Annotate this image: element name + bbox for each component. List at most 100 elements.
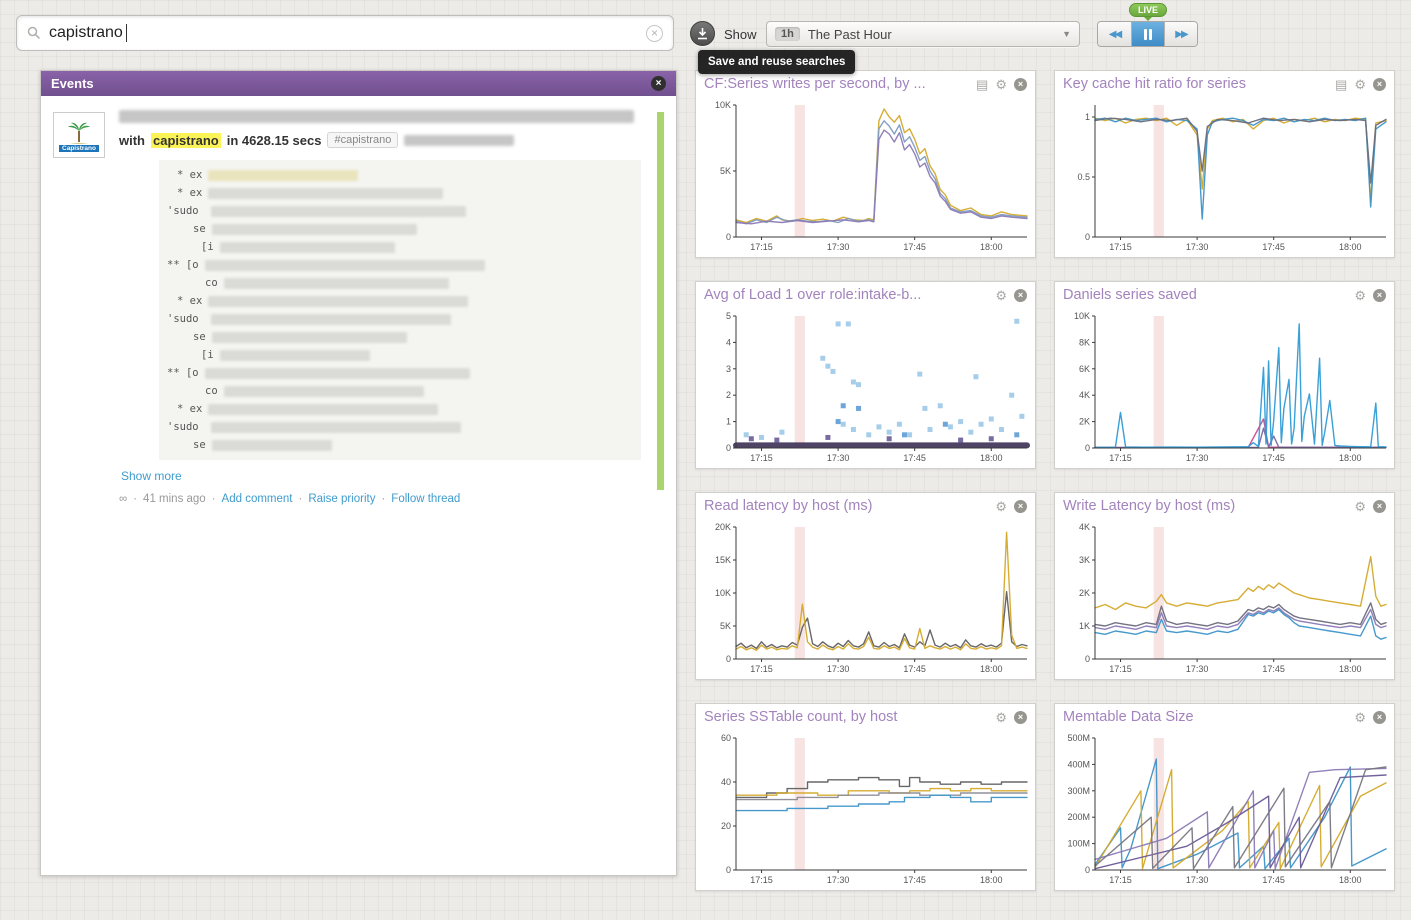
svg-text:17:30: 17:30: [1186, 875, 1209, 885]
svg-text:17:30: 17:30: [1186, 453, 1209, 463]
close-icon[interactable]: ×: [1373, 710, 1386, 724]
show-more-link[interactable]: Show more: [121, 469, 182, 483]
raise-priority-link[interactable]: Raise priority: [308, 493, 376, 505]
svg-text:5K: 5K: [720, 166, 731, 176]
gear-icon[interactable]: ⚙: [995, 709, 1007, 725]
search-input[interactable]: capistrano: [49, 24, 123, 41]
svg-text:0: 0: [726, 232, 731, 242]
svg-text:17:45: 17:45: [1262, 875, 1285, 885]
code-line: 'sudo: [167, 418, 633, 436]
svg-text:200M: 200M: [1067, 812, 1090, 822]
svg-text:18:00: 18:00: [980, 242, 1003, 252]
chart-tile: Memtable Data Size ⚙ × 0 100M 200M 300M 400M…: [1054, 703, 1395, 891]
svg-text:10K: 10K: [1074, 311, 1090, 321]
svg-text:18:00: 18:00: [1339, 875, 1362, 885]
svg-text:20K: 20K: [715, 522, 731, 532]
code-line: se: [167, 220, 633, 238]
chart-tile-header: Avg of Load 1 over role:intake-b... ⚙ ×: [696, 282, 1035, 308]
svg-text:17:45: 17:45: [903, 664, 926, 674]
pause-icon: [1144, 28, 1152, 40]
svg-text:5K: 5K: [720, 621, 731, 631]
svg-text:17:15: 17:15: [1109, 242, 1132, 252]
search-icon: [27, 26, 41, 40]
event-tag[interactable]: #capistrano: [327, 132, 399, 148]
event-body: with capistrano in 4628.15 secs #capistr…: [119, 110, 646, 505]
text-cursor: [125, 24, 127, 42]
redacted-headline-extra: [404, 134, 515, 146]
list-icon[interactable]: ▤: [1335, 76, 1348, 92]
svg-text:17:30: 17:30: [1186, 242, 1209, 252]
svg-text:60: 60: [721, 733, 731, 743]
gear-icon[interactable]: ⚙: [1354, 498, 1366, 514]
event-headline: with capistrano in 4628.15 secs #capistr…: [119, 132, 646, 148]
code-line: co: [167, 382, 633, 400]
chart-tile: CF:Series writes per second, by ... ▤ ⚙ …: [695, 70, 1036, 258]
forward-button[interactable]: ▶▶: [1164, 22, 1197, 46]
svg-text:1: 1: [1085, 112, 1090, 122]
svg-text:17:15: 17:15: [750, 875, 773, 885]
svg-text:300M: 300M: [1067, 786, 1090, 796]
close-icon[interactable]: ×: [1014, 499, 1027, 513]
events-close-icon[interactable]: ×: [651, 76, 666, 91]
code-line: * ex: [167, 166, 633, 184]
gear-icon[interactable]: ⚙: [1354, 287, 1366, 303]
clear-search-icon[interactable]: ×: [646, 24, 663, 42]
code-line: 'sudo: [167, 202, 633, 220]
save-tooltip: Save and reuse searches: [698, 50, 856, 74]
code-line: ** [o: [167, 364, 633, 382]
list-icon[interactable]: ▤: [976, 76, 989, 92]
chart-tile: Avg of Load 1 over role:intake-b... ⚙ × …: [695, 281, 1036, 469]
gear-icon[interactable]: ⚙: [995, 76, 1007, 92]
live-badge: LIVE: [1129, 3, 1168, 21]
svg-text:17:30: 17:30: [827, 242, 850, 252]
svg-text:2: 2: [726, 390, 731, 400]
follow-thread-link[interactable]: Follow thread: [391, 493, 461, 505]
svg-text:18:00: 18:00: [980, 664, 1003, 674]
code-line: 'sudo: [167, 310, 633, 328]
search-box[interactable]: capistrano ×: [16, 15, 674, 51]
svg-text:17:45: 17:45: [903, 453, 926, 463]
close-icon[interactable]: ×: [1373, 77, 1386, 91]
code-line: ** [o: [167, 256, 633, 274]
gear-icon[interactable]: ⚙: [1354, 76, 1366, 92]
svg-text:100M: 100M: [1067, 839, 1090, 849]
svg-text:17:30: 17:30: [827, 664, 850, 674]
svg-text:2K: 2K: [1079, 588, 1090, 598]
timeframe-select[interactable]: 1h The Past Hour ▼: [766, 21, 1080, 47]
chart-grid: CF:Series writes per second, by ... ▤ ⚙ …: [695, 70, 1396, 920]
pause-button[interactable]: [1131, 22, 1164, 46]
infinity-icon: ∞: [119, 493, 128, 505]
close-icon[interactable]: ×: [1373, 288, 1386, 302]
svg-text:40: 40: [721, 777, 731, 787]
svg-text:0: 0: [1085, 865, 1090, 875]
chart-title: CF:Series writes per second, by ...: [704, 76, 926, 92]
svg-text:18:00: 18:00: [1339, 242, 1362, 252]
close-icon[interactable]: ×: [1014, 710, 1027, 724]
event-code-block: * ex * ex'sudo se [i ** [o co * ex'sudo se [i *…: [159, 160, 641, 460]
event-footer: ∞ · 41 mins ago · Add comment · Raise pr…: [119, 493, 461, 505]
close-icon[interactable]: ×: [1373, 499, 1386, 513]
chart-plot: 0 2K 4K 6K 8K 10K 17:15 17:30 17:45 18:00: [1055, 308, 1394, 469]
svg-text:0.5: 0.5: [1077, 172, 1090, 182]
show-label: Show: [724, 27, 757, 42]
chart-tile-header: Series SSTable count, by host ⚙ ×: [696, 704, 1035, 730]
svg-text:0: 0: [726, 443, 731, 453]
gear-icon[interactable]: ⚙: [1354, 709, 1366, 725]
chart-plot: 0 5K 10K 15K 20K 17:15 17:30 17:45 18:00: [696, 519, 1035, 680]
chart-tile-header: Write Latency by host (ms) ⚙ ×: [1055, 493, 1394, 519]
close-icon[interactable]: ×: [1014, 77, 1027, 91]
headline-prefix: with: [119, 132, 145, 148]
gear-icon[interactable]: ⚙: [995, 287, 1007, 303]
svg-text:6K: 6K: [1079, 364, 1090, 374]
svg-text:18:00: 18:00: [1339, 453, 1362, 463]
svg-text:1K: 1K: [1079, 621, 1090, 631]
rewind-button[interactable]: ◀◀: [1098, 22, 1131, 46]
events-panel-title: Events: [51, 76, 94, 91]
svg-text:4K: 4K: [1079, 390, 1090, 400]
save-search-button[interactable]: [690, 21, 715, 46]
add-comment-link[interactable]: Add comment: [221, 493, 293, 505]
chevron-down-icon: ▼: [1062, 29, 1071, 39]
gear-icon[interactable]: ⚙: [995, 498, 1007, 514]
chart-tile: Key cache hit ratio for series ▤ ⚙ × 0 0.…: [1054, 70, 1395, 258]
close-icon[interactable]: ×: [1014, 288, 1027, 302]
